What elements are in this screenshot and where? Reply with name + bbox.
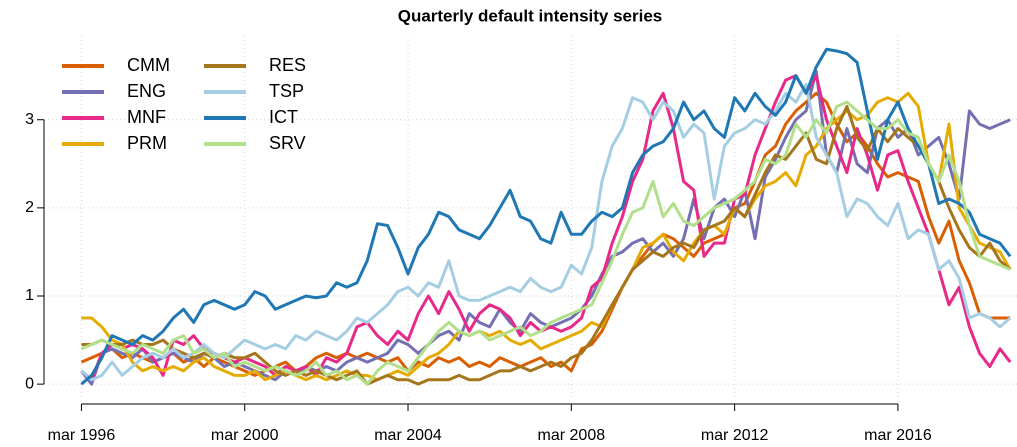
plot-lines — [80, 47, 1012, 386]
x-tick-label: mar 2000 — [211, 427, 279, 444]
legend-label: CMM — [127, 55, 170, 75]
legend-label: ENG — [127, 81, 166, 101]
series-line — [80, 47, 1012, 386]
legend-label: MNF — [127, 107, 166, 127]
x-tick-label: mar 2016 — [864, 427, 932, 444]
x-tick-label: mar 1996 — [48, 427, 116, 444]
legend-label: TSP — [269, 81, 304, 101]
series-line — [80, 100, 1011, 386]
legend-label: PRM — [127, 133, 167, 153]
legend-label: ICT — [269, 107, 298, 127]
y-tick-label: 0 — [25, 375, 34, 392]
x-tick-label: mar 2012 — [701, 427, 769, 444]
series-line — [81, 91, 1012, 382]
x-tick-label: mar 2008 — [538, 427, 606, 444]
axes: 0 1 2 3 mar 1996 mar 2000 mar 2004 mar 2008 mar … — [25, 111, 932, 444]
legend: CMM ENG MNF PRM RES TSP ICT SRV — [62, 55, 306, 153]
legend-label: SRV — [269, 133, 306, 153]
series-line — [81, 105, 1012, 386]
series-line — [80, 91, 1011, 377]
chart-title: Quarterly default intensity series — [398, 6, 663, 25]
legend-label: RES — [269, 55, 306, 75]
y-tick-label: 3 — [25, 111, 34, 128]
y-tick-label: 2 — [25, 199, 34, 216]
series-line — [80, 82, 1012, 382]
y-tick-label: 1 — [25, 287, 34, 304]
x-tick-label: mar 2004 — [374, 427, 442, 444]
